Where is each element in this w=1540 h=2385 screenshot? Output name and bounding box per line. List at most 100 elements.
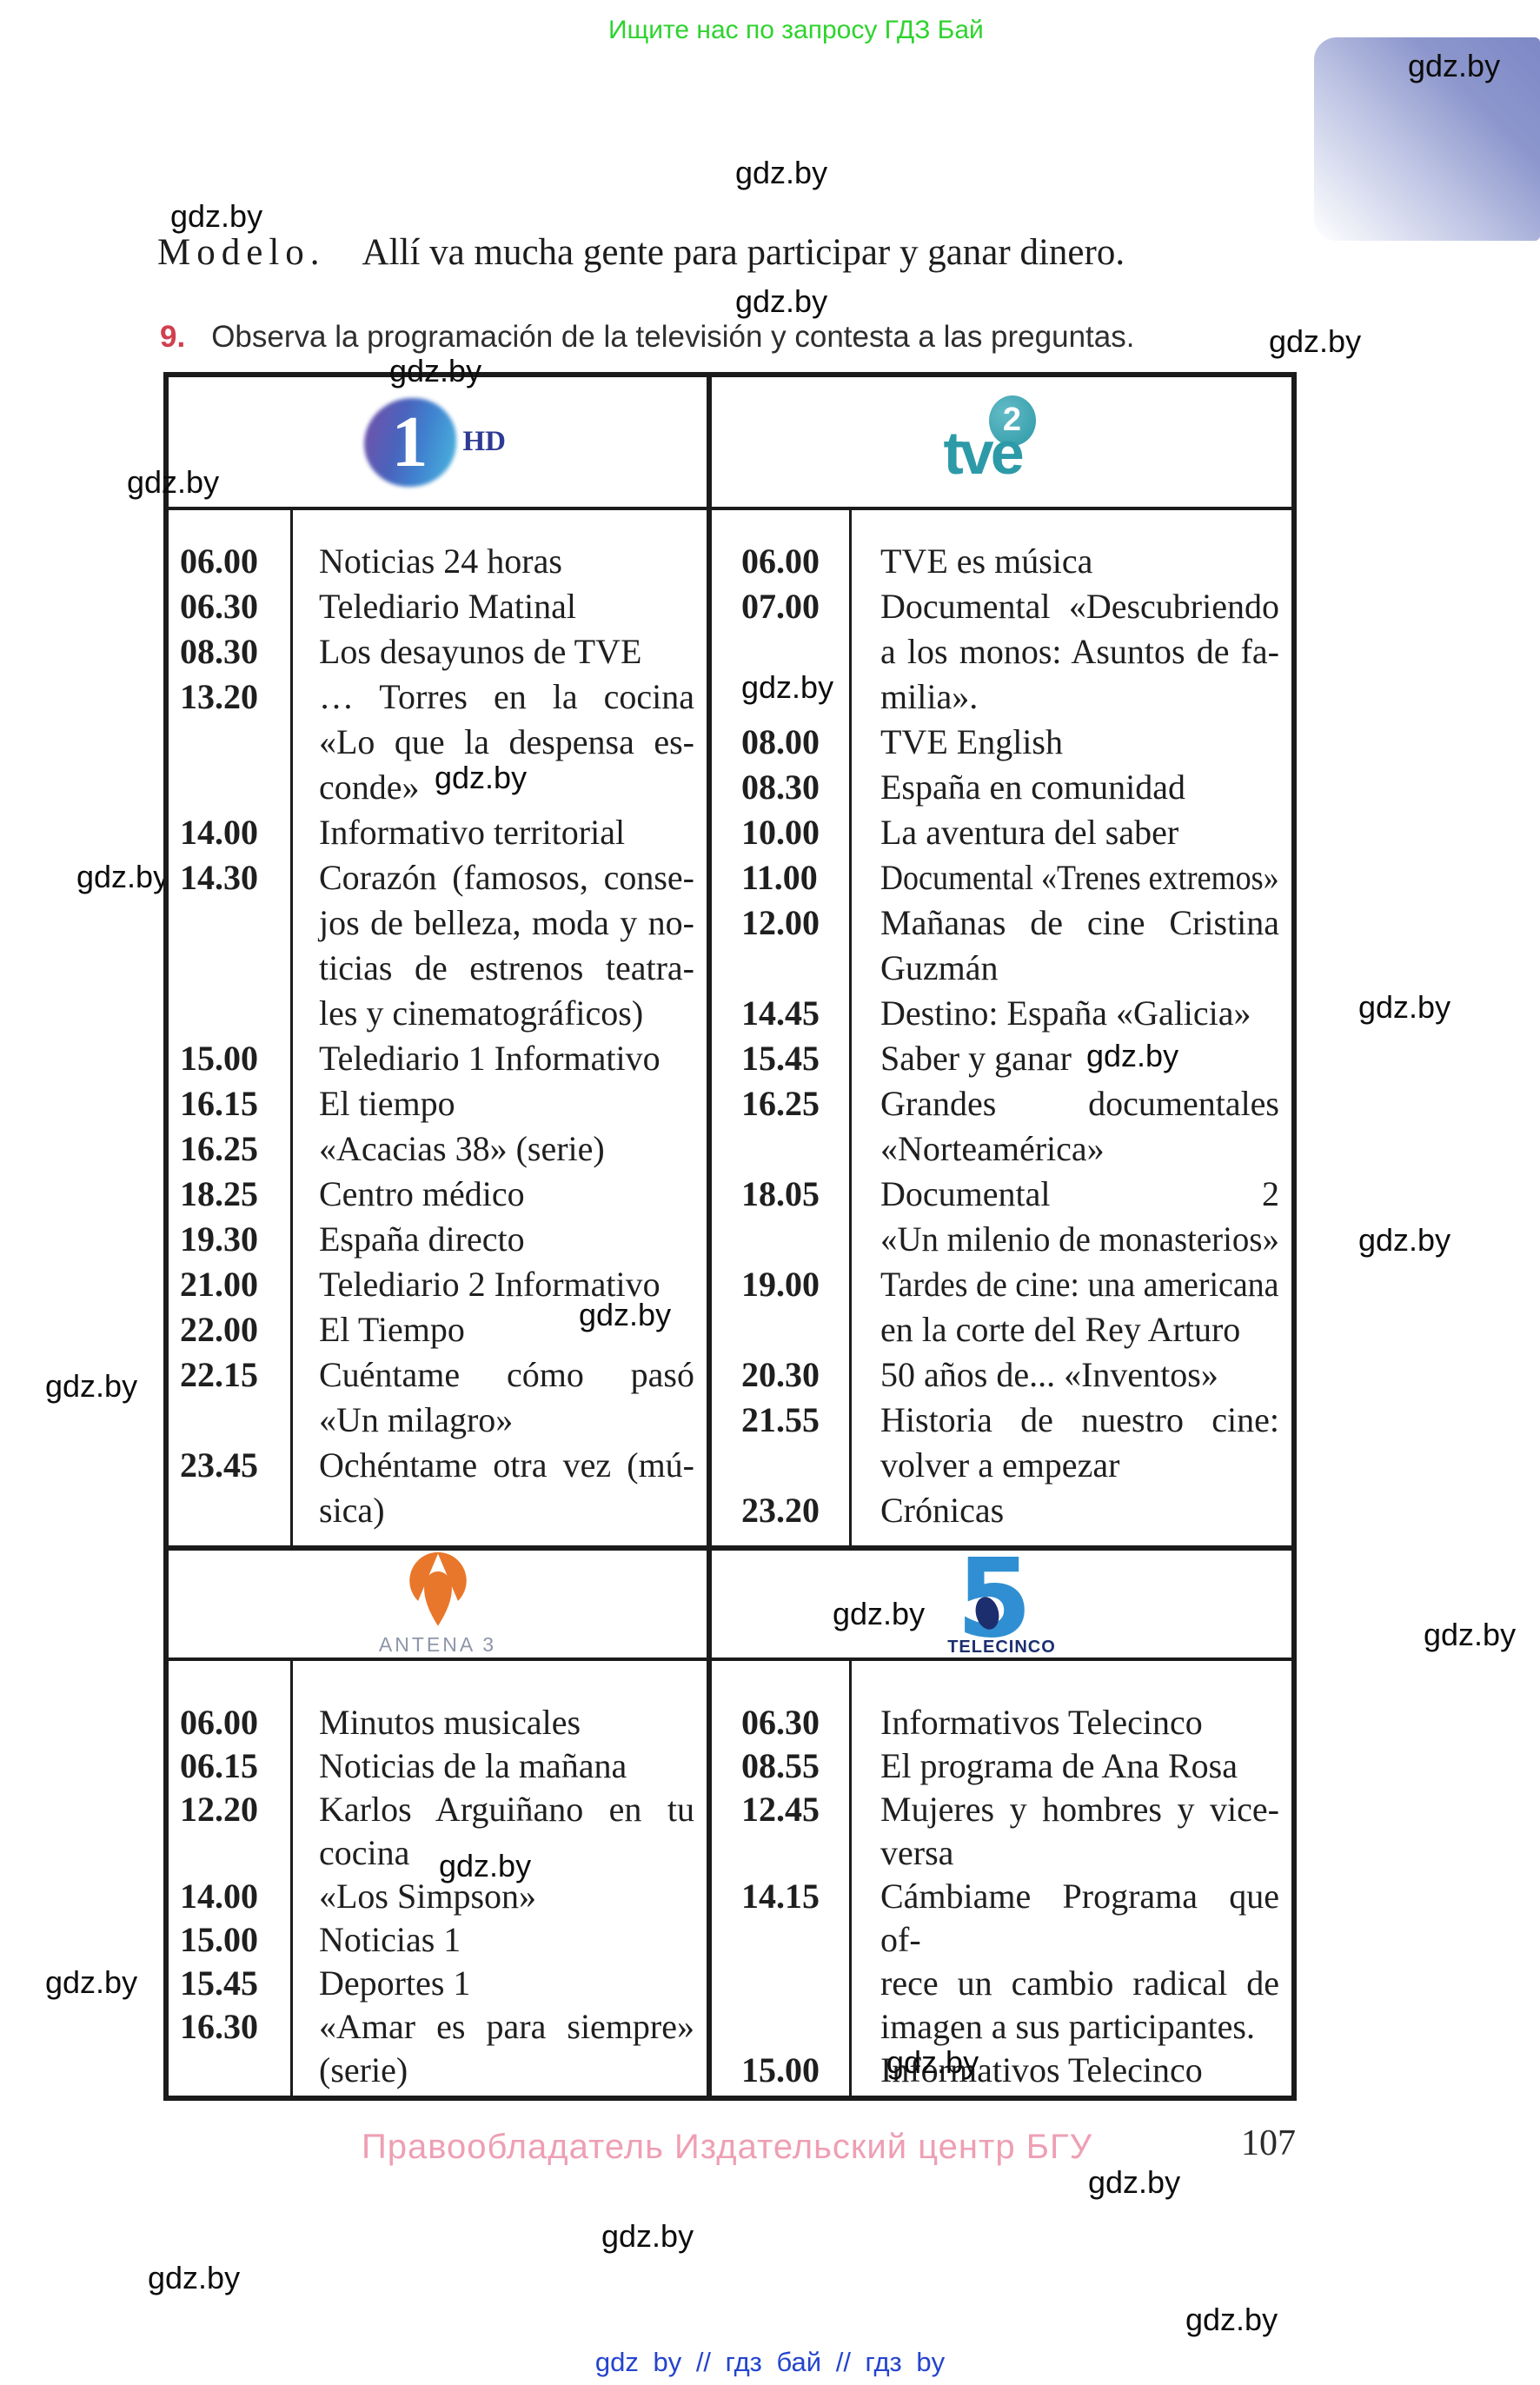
program-time: 08.55 — [741, 1746, 820, 1785]
tv-schedule-table — [163, 372, 1297, 2101]
gdz-watermark: gdz.by — [148, 2260, 241, 2295]
schedule-entry: 08.30 España en comunidad — [712, 765, 1291, 810]
program-title-line: España en comunidad — [880, 767, 1185, 807]
schedule-entry: 15.45 Deportes 1 — [169, 1962, 707, 2005]
schedule-entry: 14.30 Corazón (famosos, conse-jos de bell… — [169, 855, 707, 1036]
program-title-line: Informativo territorial — [319, 813, 626, 852]
gdz-watermark: gdz.by — [127, 464, 220, 500]
program-time: 13.20 — [180, 677, 258, 716]
program-title-line: ticias de estrenos teatra- — [319, 948, 694, 987]
program-time: 15.45 — [741, 1039, 820, 1078]
program-time: 14.00 — [180, 1877, 258, 1916]
program-time: 16.15 — [180, 1084, 258, 1123]
program-title-line: «Acacias 38» (serie) — [319, 1129, 605, 1168]
antena3-mark-icon — [408, 1551, 467, 1626]
program-title-line: Documental «Trenes extremos» — [880, 858, 1279, 897]
program-title-line: Deportes 1 — [319, 1963, 471, 2003]
program-time: 22.00 — [180, 1310, 258, 1349]
antena3-label: ANTENA 3 — [378, 1633, 497, 1656]
la1-blob-icon — [363, 397, 456, 487]
program-title-line: Documental 2 — [880, 1174, 1279, 1213]
gdz-watermark: gdz.by — [579, 1297, 672, 1332]
exercise-number: 9. — [160, 320, 186, 354]
antena3-logo: ANTENA 3 — [379, 1551, 496, 1657]
schedule-entry: 16.25 «Acacias 38» (serie) — [169, 1126, 707, 1172]
program-time: 06.00 — [180, 541, 258, 581]
schedule-entry: 16.25 Grandes documentales «Norteamérica» — [712, 1081, 1291, 1172]
schedule-entry: 15.45 Saber y ganar — [712, 1036, 1291, 1081]
gdz-watermark: gdz.by — [1358, 1222, 1451, 1258]
program-title-line: 50 años de... «Inventos» — [880, 1355, 1218, 1394]
gdz-watermark: gdz.by — [170, 198, 263, 234]
schedule-entry: 14.15 Cámbiame Programa que of-rece un ca… — [712, 1875, 1291, 2049]
schedule-entry: 22.15 Cuéntame cómo pasó «Un milagro» — [169, 1352, 707, 1443]
gdz-watermark: gdz.by — [76, 859, 169, 894]
program-title-line: Informativos Telecinco — [880, 1703, 1203, 1742]
schedule-entry: 07.00 Documental «Descubriendo a los monos… — [712, 584, 1291, 720]
gdz-watermark: gdz.by — [735, 283, 828, 319]
gdz-watermark: gdz.by — [1088, 2164, 1181, 2200]
program-time: 08.00 — [741, 722, 820, 761]
program-title-line: imagen a sus participantes. — [880, 2007, 1255, 2046]
gdz-watermark: gdz.by — [833, 1596, 926, 1631]
program-time: 15.00 — [741, 2050, 820, 2089]
program-title-line: Informativos Telecinco — [880, 2050, 1203, 2089]
program-title-line: versa — [880, 1833, 954, 1872]
schedule-entry: 08.30 Los desayunos de TVE — [169, 629, 707, 674]
program-time: 08.30 — [180, 632, 258, 671]
gdz-watermark: gdz.by — [439, 1848, 532, 1883]
schedule-telecinco: 06.30 Informativos Telecinco 08.55 El progr… — [712, 1661, 1291, 2136]
schedule-entry: 06.00 TVE es música — [712, 539, 1291, 584]
exercise-line: 9. Observa la programación de la televisi… — [160, 320, 1134, 355]
footer-links: gdz by // гдз бай // гдз by — [594, 2347, 946, 2377]
program-title-line: «Lo que la despensa es- — [319, 722, 694, 761]
program-time: 06.00 — [741, 541, 820, 581]
schedule-entry: 15.00 Telediario 1 Informativo — [169, 1036, 707, 1081]
program-time: 14.15 — [741, 1877, 820, 1916]
program-title-line: Minutos musicales — [319, 1703, 581, 1742]
program-time: 23.20 — [741, 1491, 820, 1530]
program-title-line: Mañanas de cine Cristina — [880, 903, 1279, 942]
schedule-entry: 06.15 Noticias de la mañana — [169, 1744, 707, 1788]
telecinco-label: TELECINCO — [947, 1637, 1056, 1657]
program-title-line: en la corte del Rey Arturo — [880, 1310, 1241, 1349]
gdz-watermark: gdz.by — [1086, 1038, 1179, 1073]
telecinco-five: 5 — [956, 1535, 1032, 1662]
program-title-line: Cuéntame cómo pasó — [319, 1355, 694, 1394]
program-time: 22.15 — [180, 1355, 258, 1394]
schedule-entry: 20.30 50 años de... «Inventos» — [712, 1352, 1291, 1398]
program-title-line: Ochéntame otra vez (mú- — [319, 1445, 694, 1485]
program-title-line: Centro médico — [319, 1174, 525, 1213]
program-time: 14.00 — [180, 813, 258, 852]
schedule-entry: 23.20 Crónicas — [712, 1488, 1291, 1533]
program-time: 16.25 — [180, 1129, 258, 1168]
program-title-line: les y cinematográficos) — [319, 993, 644, 1033]
program-time: 06.15 — [180, 1746, 258, 1785]
schedule-entry: 15.00 Noticias 1 — [169, 1918, 707, 1962]
program-title-line: El Tiempo — [319, 1310, 465, 1349]
schedule-entry: 21.55 Historia de nuestro cine: volver a e… — [712, 1398, 1291, 1488]
schedule-entry: 06.30 Informativos Telecinco — [712, 1701, 1291, 1744]
program-time: 16.25 — [741, 1084, 820, 1123]
program-time: 06.30 — [180, 587, 258, 626]
schedule-entry: 15.00 Informativos Telecinco — [712, 2049, 1291, 2092]
schedule-entry: 21.00 Telediario 2 Informativo — [169, 1262, 707, 1307]
program-title-line: Corazón (famosos, conse- — [319, 858, 694, 897]
program-title-line: «Un milenio de monasterios» — [880, 1219, 1279, 1259]
table-rule — [163, 1545, 1297, 1551]
program-title-line: Noticias 1 — [319, 1920, 461, 1959]
program-title-line: Telediario 2 Informativo — [319, 1265, 660, 1304]
table-rule — [163, 507, 1297, 510]
tve2-number: 2 — [988, 395, 1036, 446]
program-title-line: Historia de nuestro cine: — [880, 1400, 1279, 1439]
program-title-line: sica) — [319, 1491, 385, 1530]
program-time: 11.00 — [741, 858, 818, 897]
page-number: 107 — [1241, 2123, 1296, 2163]
tve2-word: tve — [943, 418, 1025, 487]
modelo-line: Modelo. Allí va mucha gente para particip… — [157, 231, 1125, 274]
schedule-entry: 14.45 Destino: España «Galicia» — [712, 991, 1291, 1036]
program-time: 12.45 — [741, 1790, 820, 1829]
gdz-watermark: gdz.by — [1358, 989, 1451, 1025]
program-time: 19.30 — [180, 1219, 258, 1259]
